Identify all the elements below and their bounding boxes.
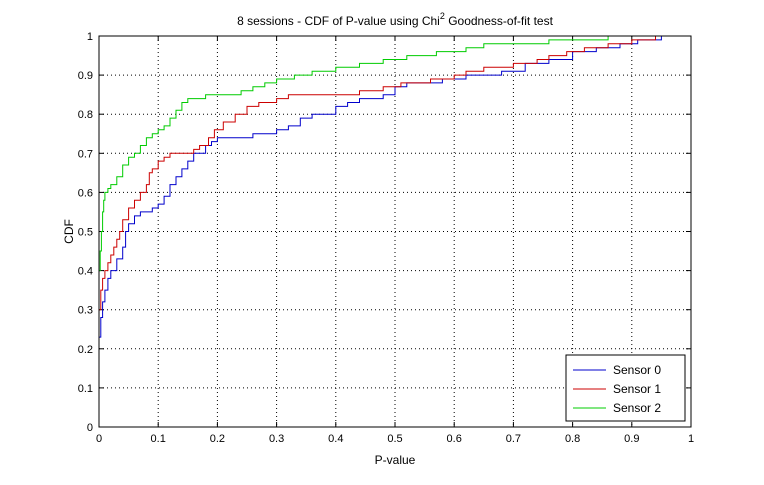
series-line-sensor-1	[99, 36, 656, 311]
y-tick-label: 0.8	[78, 109, 93, 121]
plot-frame	[98, 35, 692, 428]
y-tick-label: 0.3	[78, 305, 93, 317]
legend: Sensor 0 Sensor 1 Sensor 2	[565, 354, 686, 422]
x-tick-label: 0	[96, 433, 102, 445]
x-tick-label: 0.5	[387, 433, 402, 445]
legend-label-sensor-0: Sensor 0	[613, 363, 661, 377]
y-tick-label: 1	[87, 31, 93, 43]
y-tick-label: 0.5	[78, 227, 93, 239]
chart-title: 8 sessions - CDF of P-value using Chi2 G…	[237, 11, 553, 28]
series-line-sensor-2	[99, 36, 609, 272]
chart-title-superscript: 2	[440, 11, 445, 21]
x-tick-label: 0.8	[565, 433, 580, 445]
y-tick-label: 0.7	[78, 148, 93, 160]
x-tick-label: 0.7	[506, 433, 521, 445]
series-line-sensor-0	[99, 36, 662, 338]
y-axis-label: CDF	[62, 219, 76, 244]
legend-box	[565, 354, 686, 422]
x-tick-label: 0.4	[328, 433, 343, 445]
y-tick-label: 0	[87, 422, 93, 434]
y-tick-label: 0.1	[78, 383, 93, 395]
x-tick-label: 1	[688, 433, 694, 445]
x-tick-label: 0.9	[624, 433, 639, 445]
y-tick-label: 0.6	[78, 187, 93, 199]
x-tick-label: 0.2	[210, 433, 225, 445]
legend-label-sensor-1: Sensor 1	[613, 382, 661, 396]
x-axis-label: P-value	[375, 453, 416, 467]
y-tick-label: 0.2	[78, 344, 93, 356]
legend-label-sensor-2: Sensor 2	[613, 401, 661, 415]
chart-title-prefix: 8 sessions - CDF of P-value using Chi	[237, 14, 440, 28]
y-tick-label: 0.4	[78, 266, 93, 278]
x-tick-label: 0.6	[447, 433, 462, 445]
series-layer	[99, 36, 662, 338]
x-tick-label: 0.3	[269, 433, 284, 445]
grid-layer	[99, 36, 691, 427]
y-tick-label: 0.9	[78, 70, 93, 82]
chart-title-suffix: Goodness-of-fit test	[445, 14, 554, 28]
x-tick-label: 0.1	[151, 433, 166, 445]
tick-layer: 0 0.1 0.2 0.3 0.4 0.5 0.6 0.7 0.8 0.9 1 0 0.1 0.2 0.3 0…	[78, 31, 694, 445]
legend-items: Sensor 0 Sensor 1 Sensor 2	[573, 363, 661, 415]
